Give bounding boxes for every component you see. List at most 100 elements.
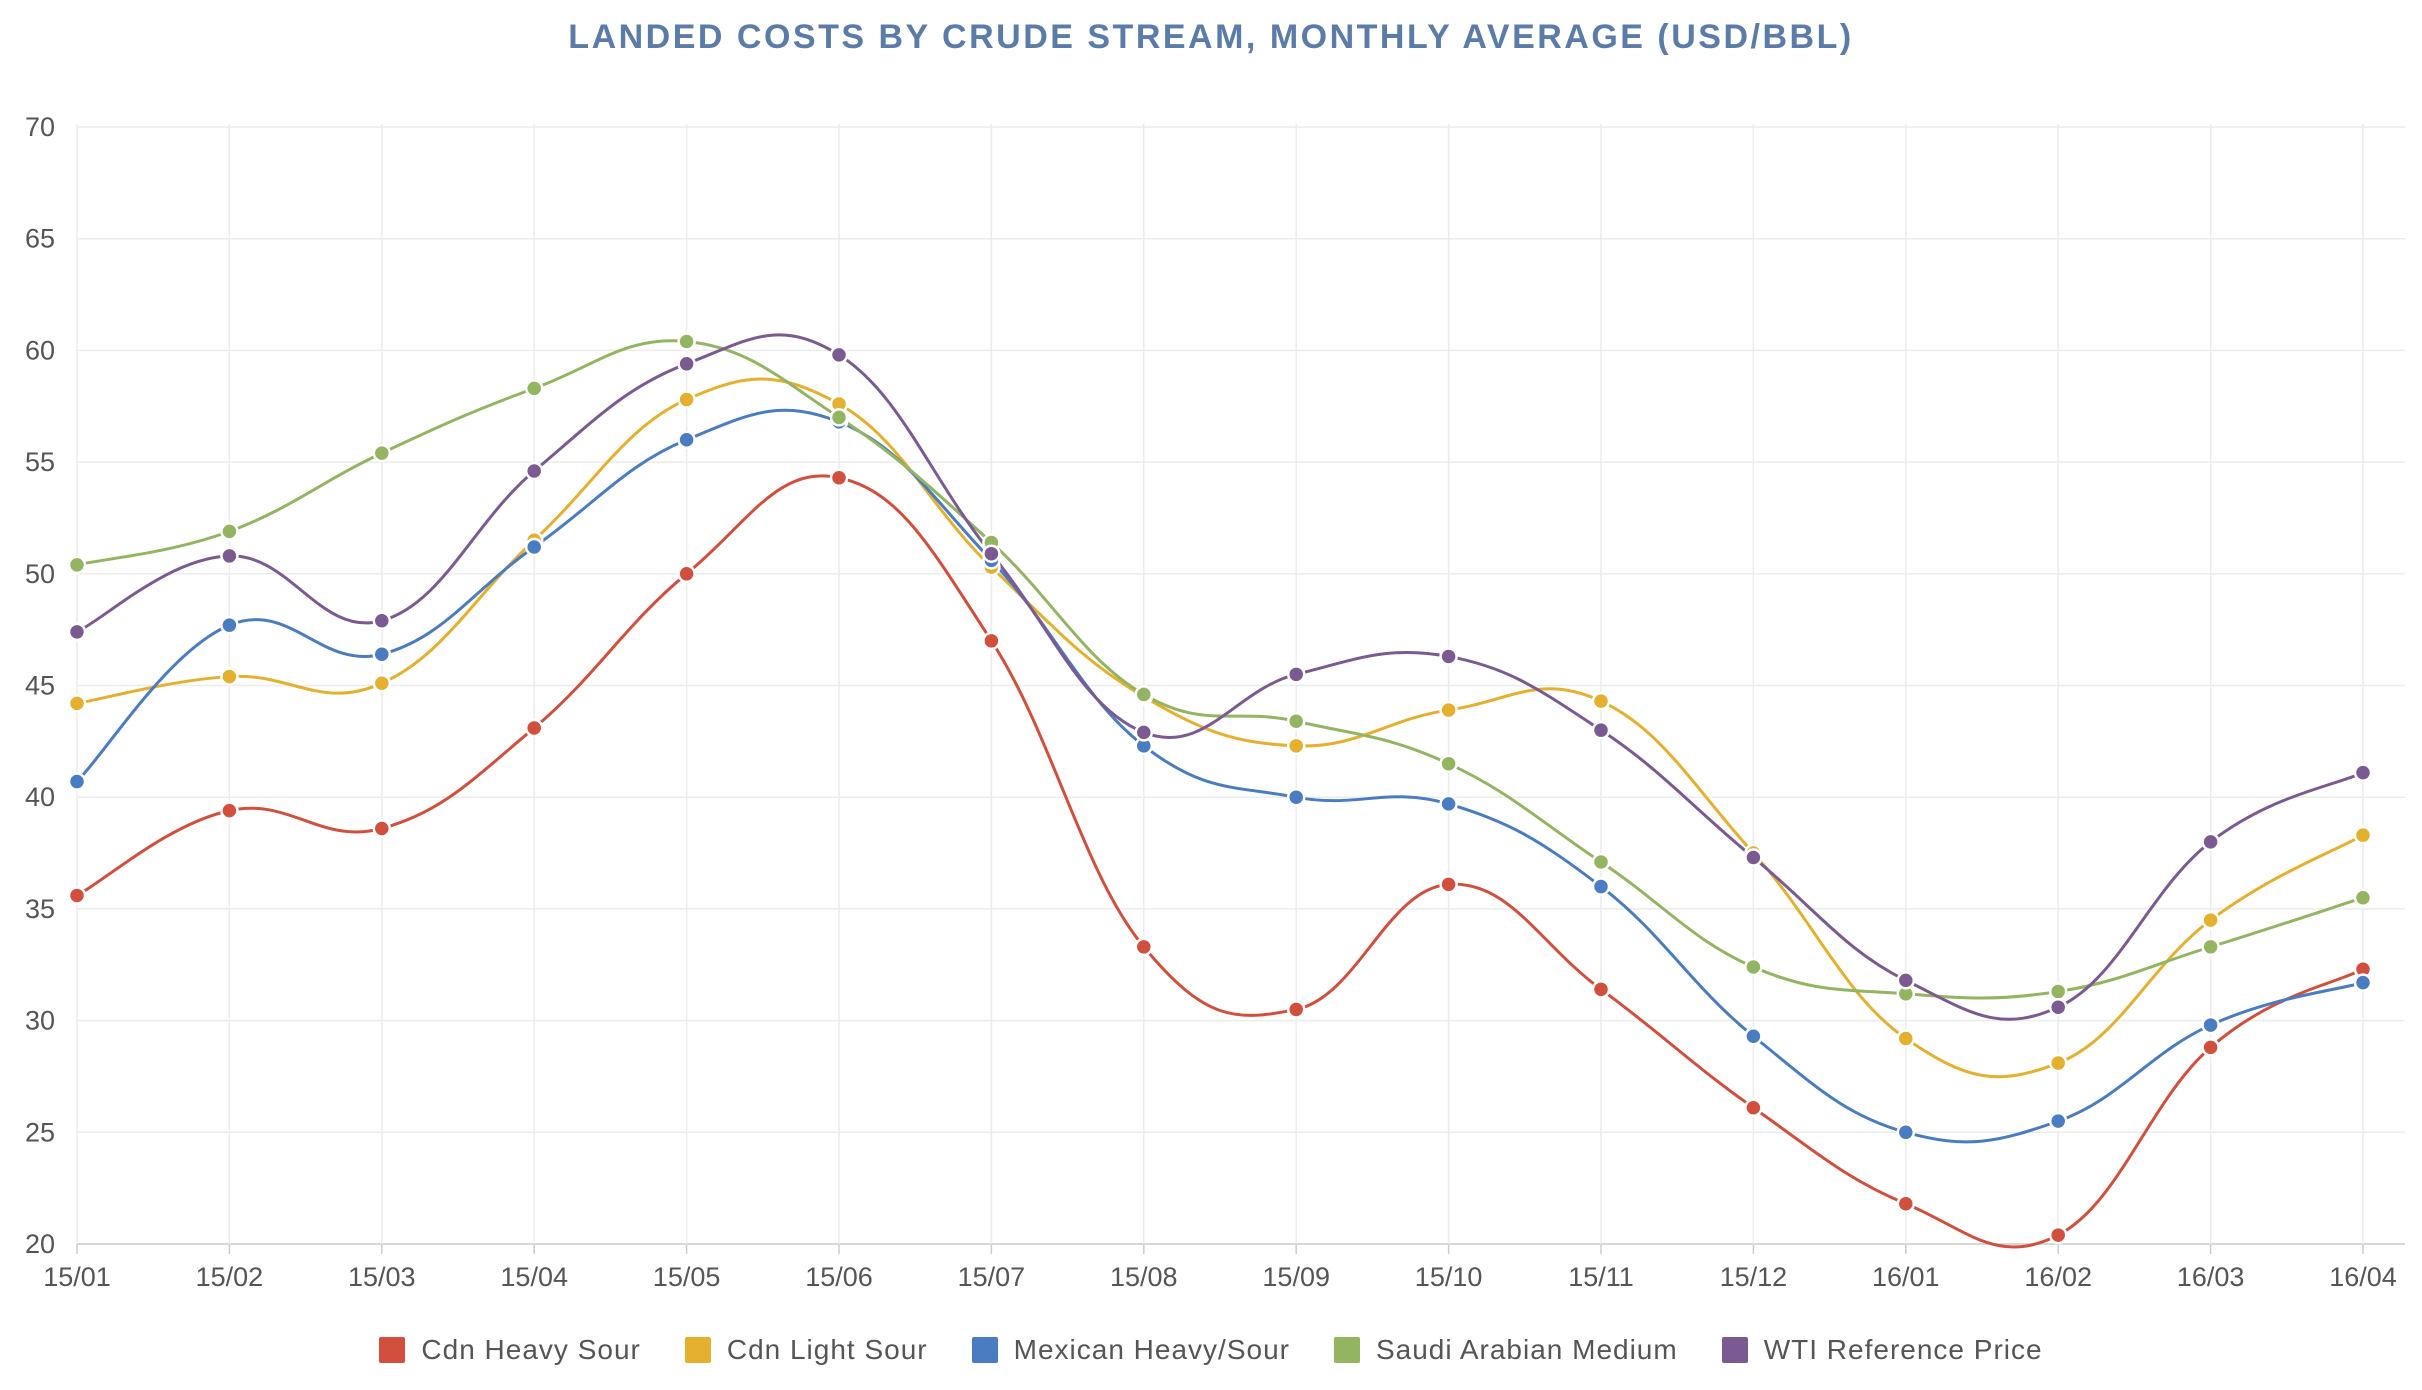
data-point-mexican-heavy-sour[interactable] bbox=[2201, 1015, 2220, 1035]
data-point-saudi-arabian-medium[interactable] bbox=[2201, 937, 2220, 957]
data-point-cdn-light-sour[interactable] bbox=[2201, 910, 2220, 930]
data-point-saudi-arabian-medium[interactable] bbox=[1439, 754, 1458, 773]
data-point-mexican-heavy-sour[interactable] bbox=[1286, 787, 1306, 807]
data-point-cdn-heavy-sour[interactable] bbox=[677, 564, 696, 584]
data-point-wti-reference-price[interactable] bbox=[1591, 720, 1611, 740]
data-point-mexican-heavy-sour[interactable] bbox=[372, 644, 392, 664]
data-point-saudi-arabian-medium[interactable] bbox=[1591, 852, 1611, 872]
data-point-saudi-arabian-medium[interactable] bbox=[829, 408, 849, 427]
data-point-wti-reference-price[interactable] bbox=[1439, 647, 1458, 666]
data-point-saudi-arabian-medium[interactable] bbox=[1134, 685, 1154, 704]
data-point-wti-reference-price[interactable] bbox=[1744, 848, 1763, 867]
x-tick-label: 15/01 bbox=[43, 1262, 111, 1292]
data-point-cdn-heavy-sour[interactable] bbox=[2201, 1038, 2220, 1057]
data-point-saudi-arabian-medium[interactable] bbox=[372, 443, 392, 463]
legend-item-cdn-heavy-sour[interactable]: Cdn Heavy Sour bbox=[379, 1334, 640, 1366]
data-point-saudi-arabian-medium[interactable] bbox=[1286, 711, 1306, 731]
data-point-cdn-heavy-sour[interactable] bbox=[372, 819, 392, 838]
data-point-mexican-heavy-sour[interactable] bbox=[1744, 1026, 1763, 1046]
data-point-cdn-heavy-sour[interactable] bbox=[2048, 1225, 2068, 1245]
data-point-mexican-heavy-sour[interactable] bbox=[2353, 973, 2373, 992]
data-point-mexican-heavy-sour[interactable] bbox=[2048, 1111, 2068, 1131]
series-line-mexican-heavy-sour[interactable] bbox=[75, 408, 2364, 1144]
data-point-wti-reference-price[interactable] bbox=[1134, 723, 1154, 742]
x-tick-label: 15/05 bbox=[653, 1262, 721, 1292]
series-line-wti-reference-price[interactable] bbox=[76, 333, 2364, 1021]
data-point-mexican-heavy-sour[interactable] bbox=[677, 430, 696, 450]
x-tick-label: 15/08 bbox=[1110, 1262, 1178, 1292]
data-point-cdn-light-sour[interactable] bbox=[220, 667, 239, 686]
data-points bbox=[67, 332, 2373, 1245]
data-point-cdn-light-sour[interactable] bbox=[2048, 1053, 2068, 1073]
y-tick-label: 70 bbox=[25, 112, 55, 142]
data-point-cdn-heavy-sour[interactable] bbox=[982, 631, 1001, 651]
data-point-saudi-arabian-medium[interactable] bbox=[2353, 888, 2373, 907]
data-point-cdn-light-sour[interactable] bbox=[1439, 700, 1458, 720]
y-tick-label: 50 bbox=[25, 559, 55, 589]
series-line-saudi-arabian-medium[interactable] bbox=[76, 339, 2364, 1000]
legend-item-mexican-heavy-sour[interactable]: Mexican Heavy/Sour bbox=[971, 1334, 1290, 1366]
series-line-cdn-heavy-sour[interactable] bbox=[76, 474, 2364, 1249]
data-point-cdn-heavy-sour[interactable] bbox=[1896, 1194, 1916, 1214]
data-point-cdn-light-sour[interactable] bbox=[372, 674, 392, 693]
data-point-cdn-heavy-sour[interactable] bbox=[1439, 875, 1458, 894]
x-tick-label: 15/12 bbox=[1720, 1262, 1788, 1292]
series-lines bbox=[75, 333, 2364, 1249]
data-point-saudi-arabian-medium[interactable] bbox=[677, 332, 696, 351]
data-point-cdn-light-sour[interactable] bbox=[1896, 1029, 1916, 1048]
data-point-cdn-heavy-sour[interactable] bbox=[1286, 1000, 1306, 1019]
data-point-saudi-arabian-medium[interactable] bbox=[220, 522, 239, 541]
y-tick-label: 55 bbox=[25, 447, 55, 477]
legend-swatch bbox=[1333, 1337, 1360, 1363]
legend-label: Mexican Heavy/Sour bbox=[1013, 1334, 1290, 1365]
data-point-mexican-heavy-sour[interactable] bbox=[67, 772, 87, 791]
data-point-cdn-heavy-sour[interactable] bbox=[1134, 937, 1154, 957]
data-point-wti-reference-price[interactable] bbox=[372, 611, 392, 630]
data-point-cdn-heavy-sour[interactable] bbox=[829, 468, 849, 487]
data-point-cdn-light-sour[interactable] bbox=[1286, 736, 1306, 756]
data-point-wti-reference-price[interactable] bbox=[1896, 971, 1916, 990]
data-point-saudi-arabian-medium[interactable] bbox=[2048, 982, 2068, 1001]
data-point-wti-reference-price[interactable] bbox=[2353, 763, 2373, 782]
data-point-cdn-heavy-sour[interactable] bbox=[524, 718, 544, 738]
legend-item-wti-reference-price[interactable]: WTI Reference Price bbox=[1721, 1334, 2043, 1366]
data-point-mexican-heavy-sour[interactable] bbox=[524, 537, 544, 557]
y-tick-label: 60 bbox=[25, 335, 55, 365]
x-tick-label: 15/07 bbox=[958, 1262, 1026, 1292]
x-tick-label: 15/06 bbox=[805, 1262, 873, 1292]
data-point-mexican-heavy-sour[interactable] bbox=[1439, 794, 1458, 814]
y-tick-label: 20 bbox=[25, 1229, 55, 1259]
data-point-cdn-light-sour[interactable] bbox=[1591, 691, 1611, 711]
legend-item-cdn-light-sour[interactable]: Cdn Light Sour bbox=[684, 1334, 928, 1366]
chart-legend: Cdn Heavy Sour Cdn Light Sour Mexican Heav… bbox=[0, 1334, 2422, 1366]
data-point-wti-reference-price[interactable] bbox=[829, 345, 849, 365]
data-point-saudi-arabian-medium[interactable] bbox=[524, 379, 544, 398]
series-line-cdn-light-sour[interactable] bbox=[76, 377, 2364, 1079]
data-point-mexican-heavy-sour[interactable] bbox=[220, 615, 239, 635]
data-point-cdn-light-sour[interactable] bbox=[67, 694, 87, 713]
grid-lines bbox=[76, 124, 2405, 1245]
data-point-cdn-heavy-sour[interactable] bbox=[1591, 980, 1611, 999]
y-tick-label: 35 bbox=[25, 894, 55, 924]
data-point-wti-reference-price[interactable] bbox=[1286, 665, 1306, 684]
data-point-cdn-heavy-sour[interactable] bbox=[67, 886, 87, 905]
data-point-wti-reference-price[interactable] bbox=[677, 354, 696, 374]
data-point-wti-reference-price[interactable] bbox=[2048, 997, 2068, 1017]
legend-swatch bbox=[971, 1337, 998, 1363]
data-point-mexican-heavy-sour[interactable] bbox=[1591, 877, 1611, 896]
data-point-mexican-heavy-sour[interactable] bbox=[1896, 1123, 1916, 1142]
data-point-wti-reference-price[interactable] bbox=[982, 544, 1001, 563]
data-point-cdn-heavy-sour[interactable] bbox=[1744, 1098, 1763, 1117]
data-point-cdn-light-sour[interactable] bbox=[677, 390, 696, 409]
legend-item-saudi-arabian-medium[interactable]: Saudi Arabian Medium bbox=[1333, 1334, 1678, 1366]
x-tick-label: 16/01 bbox=[1872, 1262, 1940, 1292]
data-point-wti-reference-price[interactable] bbox=[67, 622, 87, 642]
data-point-saudi-arabian-medium[interactable] bbox=[67, 555, 87, 575]
data-point-cdn-heavy-sour[interactable] bbox=[220, 801, 239, 820]
data-point-wti-reference-price[interactable] bbox=[2201, 832, 2220, 852]
x-tick-label: 15/04 bbox=[500, 1262, 568, 1292]
data-point-saudi-arabian-medium[interactable] bbox=[1744, 957, 1763, 977]
data-point-cdn-light-sour[interactable] bbox=[2353, 825, 2373, 845]
data-point-wti-reference-price[interactable] bbox=[524, 461, 544, 481]
data-point-wti-reference-price[interactable] bbox=[220, 546, 239, 566]
